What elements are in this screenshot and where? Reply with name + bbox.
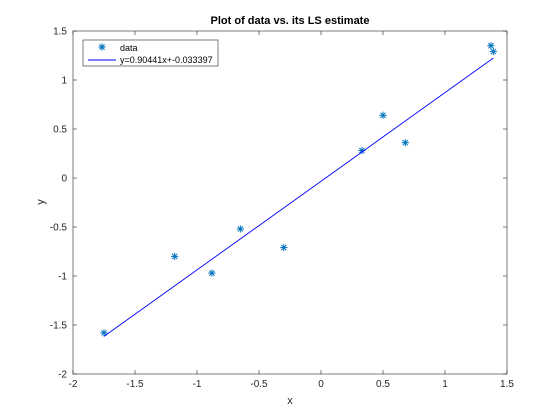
y-tick-label: 0 <box>61 174 67 185</box>
y-tick-label: -1 <box>58 272 67 283</box>
data-point <box>401 139 409 147</box>
y-tick-label: 0.5 <box>53 125 67 136</box>
data-point <box>100 329 108 337</box>
x-tick-label: 0.5 <box>376 379 390 390</box>
plot-area <box>72 30 508 375</box>
axis-ticks: -2 -1.5 -1 -0.5 0 0.5 1 1.5 -2 -1.5 -1 -0.5 0 0.5 1 1.5 <box>50 27 515 391</box>
data-point <box>236 225 244 233</box>
series-layer <box>100 42 497 337</box>
legend: data y=0.90441x+-0.033397 <box>82 39 219 67</box>
asterisk-stroke <box>208 270 215 277</box>
y-tick-label: 1.5 <box>53 27 67 38</box>
asterisk-stroke <box>99 44 105 50</box>
legend-asterisk <box>98 43 106 51</box>
y-tick-label: -1.5 <box>50 321 68 332</box>
asterisk-stroke <box>490 48 497 55</box>
legend-label-fit: y=0.90441x+-0.033397 <box>120 55 213 65</box>
chart-title: Plot of data vs. its LS estimate <box>211 15 370 27</box>
data-point <box>280 243 288 252</box>
data-point <box>379 111 387 119</box>
legend-label-data: data <box>120 43 138 53</box>
data-point <box>358 146 366 155</box>
x-tick-label: -0.5 <box>250 379 268 390</box>
data-point <box>171 252 179 260</box>
x-tick-label: 1 <box>442 379 448 390</box>
legend-box <box>82 39 219 67</box>
y-tick-label: -2 <box>58 370 67 381</box>
x-axis-label: x <box>287 395 293 407</box>
asterisk-stroke <box>101 329 107 336</box>
asterisk-stroke <box>402 139 409 146</box>
asterisk-stroke <box>380 112 386 119</box>
asterisk-stroke <box>487 42 494 49</box>
y-tick-label: -0.5 <box>50 223 68 234</box>
legend-marker-data <box>98 43 106 51</box>
x-tick-label: -1 <box>193 379 202 390</box>
asterisk-stroke <box>171 253 178 260</box>
data-point <box>489 47 497 56</box>
x-tick-label: 1.5 <box>500 379 514 390</box>
asterisk-stroke <box>358 147 365 154</box>
x-tick-label: -2 <box>69 379 78 390</box>
y-tick-label: 1 <box>61 76 67 87</box>
asterisk-stroke <box>280 244 287 251</box>
y-axis-label: y <box>35 199 47 205</box>
data-point <box>487 42 495 50</box>
fit-line <box>103 57 494 337</box>
x-tick-label: 0 <box>318 379 324 390</box>
asterisk-stroke <box>237 226 244 232</box>
data-point <box>208 269 216 277</box>
x-tick-label: -1.5 <box>126 379 144 390</box>
